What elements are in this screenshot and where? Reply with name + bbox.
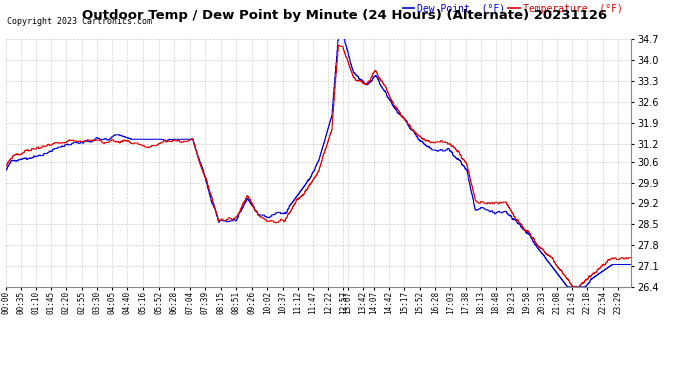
Text: Copyright 2023 Cartronics.com: Copyright 2023 Cartronics.com	[7, 17, 152, 26]
Text: Outdoor Temp / Dew Point by Minute (24 Hours) (Alternate) 20231126: Outdoor Temp / Dew Point by Minute (24 H…	[82, 9, 608, 22]
Legend: Dew Point  (°F), Temperature  (°F): Dew Point (°F), Temperature (°F)	[399, 0, 627, 18]
